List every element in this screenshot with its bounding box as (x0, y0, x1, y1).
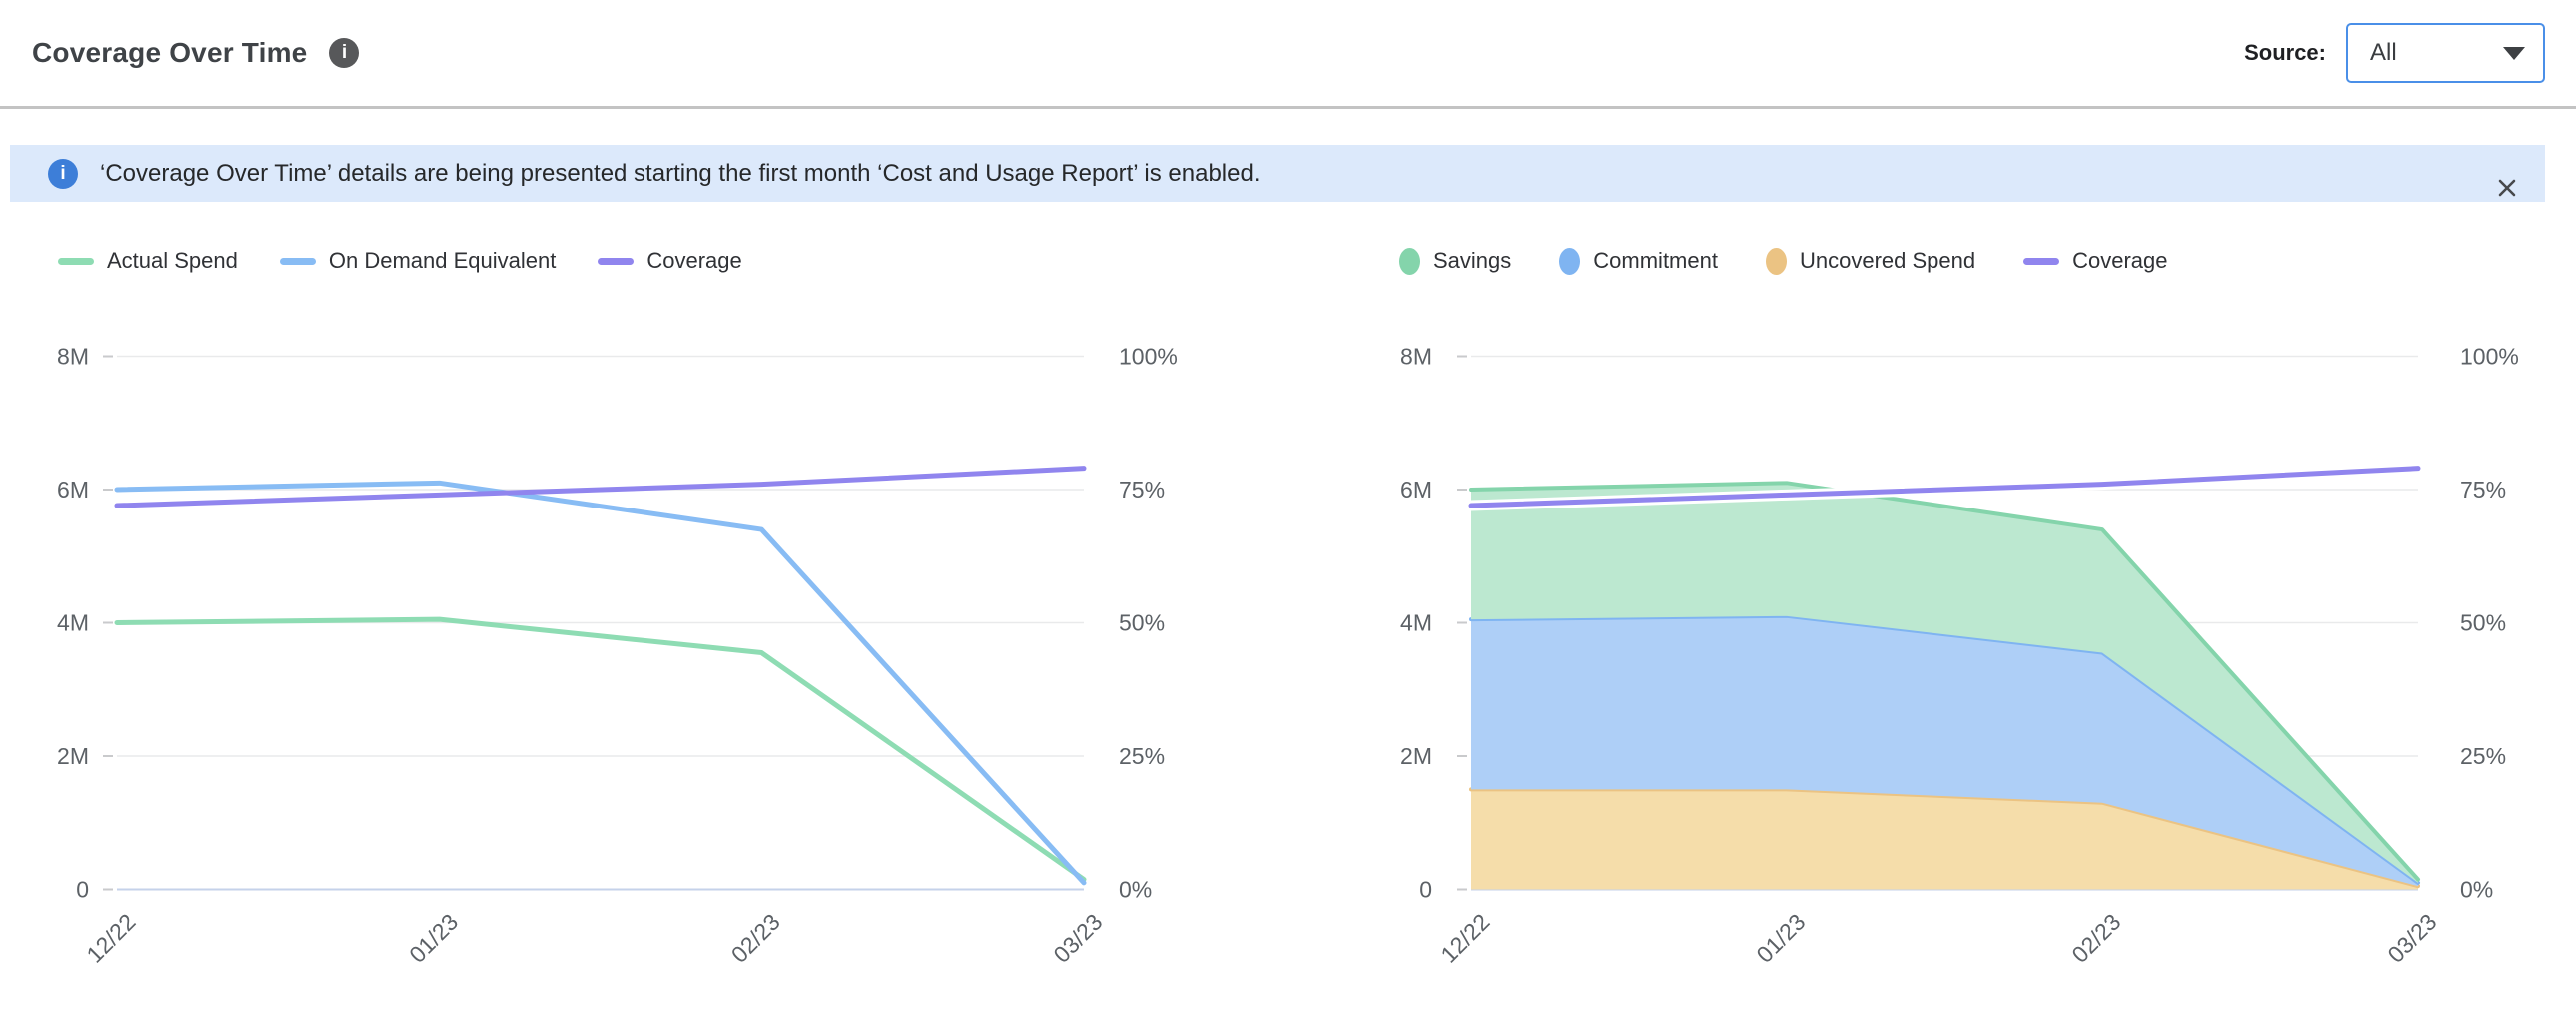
right-axis-tick-label: 75% (2460, 477, 2506, 503)
legend-item-coverage[interactable]: Coverage (598, 248, 742, 274)
left-axis-tick-label: 4M (57, 610, 89, 636)
stacked-chart-legend: Savings Commitment Uncovered Spend Coverage (1399, 246, 2576, 276)
right-axis-tick-label: 25% (1119, 743, 1165, 769)
x-axis-label: 12/22 (1435, 909, 1494, 968)
legend-item-uncovered-spend[interactable]: Uncovered Spend (1765, 247, 1976, 275)
right-axis-tick-label: 50% (1119, 610, 1165, 636)
x-axis-label: 03/23 (2382, 909, 2441, 968)
banner-close-button[interactable] (2493, 160, 2521, 196)
series-area-savings (1471, 483, 2418, 883)
header-divider (0, 106, 2576, 109)
source-select-value: All (2370, 39, 2397, 66)
banner-info-icon-glyph: i (60, 162, 66, 184)
left-axis-tick-label: 6M (1400, 477, 1432, 503)
right-axis-tick-label: 75% (1119, 477, 1165, 503)
legend-line-icon (279, 257, 316, 265)
legend-dot-icon (1399, 247, 1420, 275)
legend-label: Savings (1433, 248, 1512, 273)
banner-info-icon: i (48, 158, 78, 189)
left-axis-tick-label: 0 (1419, 877, 1432, 903)
left-axis-tick-label: 6M (57, 477, 89, 503)
right-axis-tick-label: 0% (2460, 877, 2493, 903)
legend-item-savings[interactable]: Savings (1399, 247, 1512, 275)
legend-label: On Demand Equivalent (328, 248, 557, 273)
info-icon[interactable]: i (329, 38, 360, 68)
x-axis-label: 02/23 (726, 909, 785, 968)
legend-item-actual-spend[interactable]: Actual Spend (58, 248, 238, 274)
left-axis-tick-label: 0 (76, 877, 89, 903)
info-icon-glyph: i (341, 42, 348, 63)
series-line-coverage (114, 466, 1087, 508)
coverage-stacked-chart: Savings Commitment Uncovered Spend Coverage… (1339, 246, 2576, 1015)
legend-item-commitment[interactable]: Commitment (1559, 247, 1718, 275)
right-axis-tick-label: 50% (2460, 610, 2506, 636)
x-axis-label: 03/23 (1048, 909, 1107, 968)
right-axis-tick-label: 100% (2460, 344, 2519, 370)
caret-down-icon (2503, 46, 2525, 60)
right-axis-tick-label: 100% (1119, 344, 1178, 370)
legend-label: Actual Spend (107, 248, 238, 273)
left-axis-tick-label: 2M (1400, 743, 1432, 769)
line-chart-legend: Actual Spend On Demand Equivalent Coverage (58, 246, 1301, 276)
legend-label: Commitment (1593, 248, 1718, 273)
right-axis-tick-label: 25% (2460, 743, 2506, 769)
series-line-coverage (1468, 466, 2421, 508)
series-area-commitment (1471, 615, 2418, 887)
left-axis-tick-label: 8M (57, 344, 89, 370)
legend-line-icon (58, 257, 94, 265)
legend-label: Uncovered Spend (1799, 248, 1976, 273)
legend-label: Coverage (2072, 248, 2168, 273)
legend-item-on-demand-equivalent[interactable]: On Demand Equivalent (279, 248, 557, 274)
line-chart-svg: 8M 100% 6M 75% 4M 50% 2M 25% 0 0% 12/22 01/23 02/23 0… (57, 344, 1178, 968)
x-axis-label: 01/23 (404, 909, 463, 968)
legend-dot-icon (1559, 247, 1581, 275)
legend-line-icon (2023, 257, 2060, 265)
left-axis-tick-label: 4M (1400, 610, 1432, 636)
x-axis-label: 02/23 (2066, 909, 2125, 968)
series-line-on-demand-equivalent (114, 480, 1087, 886)
source-select[interactable]: All (2346, 23, 2545, 83)
banner-message: ‘Coverage Over Time’ details are being p… (100, 159, 1261, 187)
series-area-uncovered-spend (1471, 789, 2418, 890)
legend-label: Coverage (646, 248, 742, 273)
series-edge-commitment (1469, 613, 2420, 885)
left-axis-tick-label: 2M (57, 743, 89, 769)
spend-line-chart: Actual Spend On Demand Equivalent Coverage… (32, 246, 1301, 1015)
source-label: Source: (2244, 40, 2326, 65)
stacked-chart-svg: 8M 100% 6M 75% 4M 50% 2M 25% 0 0% 12/22 01/23 02/23 0… (1400, 344, 2519, 968)
legend-dot-icon (1765, 247, 1787, 275)
series-line-actual-spend (114, 616, 1087, 882)
x-axis-label: 01/23 (1751, 909, 1810, 968)
page-title: Coverage Over Time (32, 37, 308, 68)
close-icon (2498, 179, 2516, 196)
series-edge-savings (1469, 481, 2420, 882)
panel-header: Coverage Over Time i Source: All (0, 0, 2576, 106)
x-axis-label: 12/22 (81, 909, 140, 968)
info-banner: i ‘Coverage Over Time’ details are being… (10, 145, 2545, 202)
legend-line-icon (598, 257, 635, 265)
right-axis-tick-label: 0% (1119, 877, 1152, 903)
charts-row: Actual Spend On Demand Equivalent Coverage… (0, 246, 2576, 1015)
legend-item-coverage[interactable]: Coverage (2023, 248, 2167, 274)
left-axis-tick-label: 8M (1400, 344, 1432, 370)
